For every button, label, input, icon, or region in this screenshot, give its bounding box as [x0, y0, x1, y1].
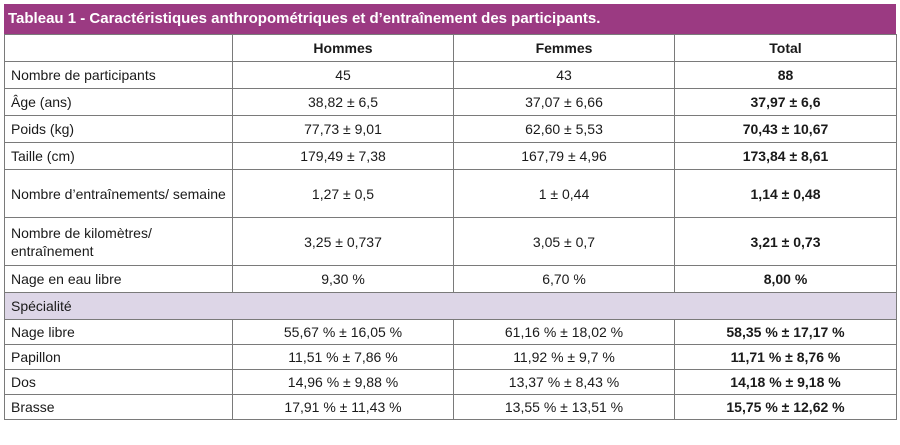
- header-row: Hommes Femmes Total: [4, 34, 897, 62]
- cell-femmes: 13,37 % ± 8,43 %: [453, 369, 675, 395]
- cell-hommes: 1,27 ± 0,5: [232, 169, 454, 218]
- table-row: Poids (kg) 77,73 ± 9,01 62,60 ± 5,53 70,…: [4, 115, 897, 143]
- cell-hommes: 45: [232, 61, 454, 89]
- row-label: Nage en eau libre: [4, 265, 233, 293]
- table-row: Nombre d’entraînements/ semaine 1,27 ± 0…: [4, 169, 897, 218]
- table-row: Brasse 17,91 % ± 11,43 % 13,55 % ± 13,51…: [4, 394, 897, 420]
- table-row: Nombre de participants 45 43 88: [4, 61, 897, 89]
- table-row: Nage en eau libre 9,30 % 6,70 % 8,00 %: [4, 265, 897, 293]
- cell-hommes: 179,49 ± 7,38: [232, 142, 454, 170]
- cell-hommes: 17,91 % ± 11,43 %: [232, 394, 454, 420]
- cell-femmes: 167,79 ± 4,96: [453, 142, 675, 170]
- table-row: Âge (ans) 38,82 ± 6,5 37,07 ± 6,66 37,97…: [4, 88, 897, 116]
- cell-hommes: 55,67 % ± 16,05 %: [232, 319, 454, 345]
- row-label: Âge (ans): [4, 88, 233, 116]
- cell-total: 37,97 ± 6,6: [674, 88, 897, 116]
- table-container: Tableau 1 - Caractéristiques anthropomét…: [4, 4, 897, 441]
- header-femmes: Femmes: [453, 34, 675, 62]
- cell-hommes: 11,51 % ± 7,86 %: [232, 344, 454, 370]
- cell-femmes: 43: [453, 61, 675, 89]
- row-label: Nombre de kilomètres/ entraînement: [4, 217, 233, 266]
- section-label: Spécialité: [4, 292, 897, 320]
- cell-total: 3,21 ± 0,73: [674, 217, 897, 266]
- row-label: Taille (cm): [4, 142, 233, 170]
- cell-hommes: 3,25 ± 0,737: [232, 217, 454, 266]
- table-row: Taille (cm) 179,49 ± 7,38 167,79 ± 4,96 …: [4, 142, 897, 170]
- table-row: Dos 14,96 % ± 9,88 % 13,37 % ± 8,43 % 14…: [4, 369, 897, 395]
- row-label: Nombre d’entraînements/ semaine: [4, 169, 233, 218]
- section-row-specialite: Spécialité: [4, 292, 897, 320]
- cell-femmes: 11,92 % ± 9,7 %: [453, 344, 675, 370]
- cell-hommes: 9,30 %: [232, 265, 454, 293]
- header-hommes: Hommes: [232, 34, 454, 62]
- cell-total: 70,43 ± 10,67: [674, 115, 897, 143]
- cell-hommes: 14,96 % ± 9,88 %: [232, 369, 454, 395]
- participants-table: Hommes Femmes Total Nombre de participan…: [4, 34, 897, 420]
- row-label: Nombre de participants: [4, 61, 233, 89]
- cell-femmes: 61,16 % ± 18,02 %: [453, 319, 675, 345]
- cell-total: 11,71 % ± 8,76 %: [674, 344, 897, 370]
- cell-femmes: 6,70 %: [453, 265, 675, 293]
- row-label: Papillon: [4, 344, 233, 370]
- row-label: Dos: [4, 369, 233, 395]
- row-label: Brasse: [4, 394, 233, 420]
- header-empty: [4, 34, 233, 62]
- cell-total: 8,00 %: [674, 265, 897, 293]
- cell-femmes: 1 ± 0,44: [453, 169, 675, 218]
- cell-total: 173,84 ± 8,61: [674, 142, 897, 170]
- header-total: Total: [674, 34, 897, 62]
- cell-femmes: 37,07 ± 6,66: [453, 88, 675, 116]
- cell-total: 1,14 ± 0,48: [674, 169, 897, 218]
- cell-hommes: 38,82 ± 6,5: [232, 88, 454, 116]
- table-row: Papillon 11,51 % ± 7,86 % 11,92 % ± 9,7 …: [4, 344, 897, 370]
- row-label: Poids (kg): [4, 115, 233, 143]
- cell-femmes: 3,05 ± 0,7: [453, 217, 675, 266]
- cell-hommes: 77,73 ± 9,01: [232, 115, 454, 143]
- cell-total: 88: [674, 61, 897, 89]
- cell-total: 58,35 % ± 17,17 %: [674, 319, 897, 345]
- cell-total: 15,75 % ± 12,62 %: [674, 394, 897, 420]
- row-label: Nage libre: [4, 319, 233, 345]
- table-title: Tableau 1 - Caractéristiques anthropomét…: [4, 4, 896, 34]
- cell-femmes: 62,60 ± 5,53: [453, 115, 675, 143]
- table-row: Nage libre 55,67 % ± 16,05 % 61,16 % ± 1…: [4, 319, 897, 345]
- table-row: Nombre de kilomètres/ entraînement 3,25 …: [4, 217, 897, 266]
- cell-femmes: 13,55 % ± 13,51 %: [453, 394, 675, 420]
- cell-total: 14,18 % ± 9,18 %: [674, 369, 897, 395]
